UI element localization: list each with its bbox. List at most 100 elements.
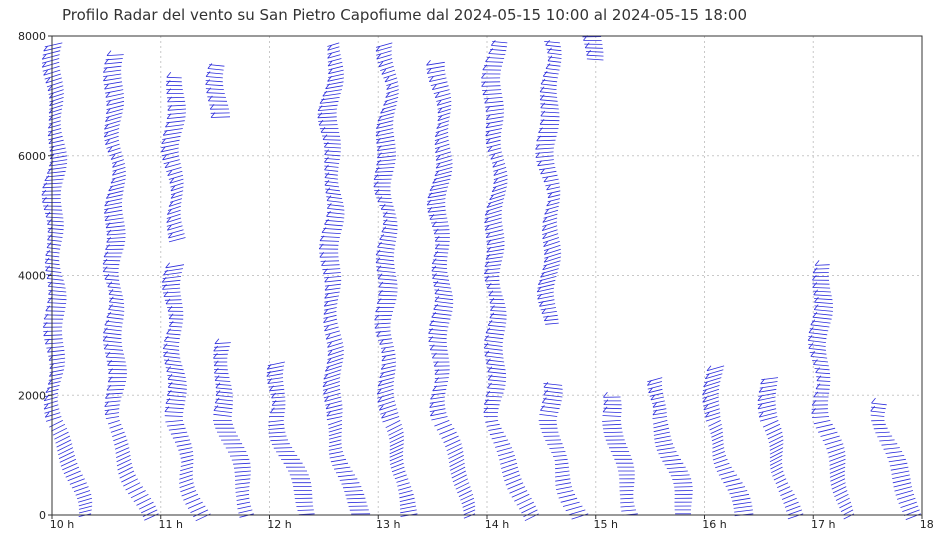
wind-barb (900, 501, 917, 508)
wind-barb (49, 104, 63, 110)
wind-barb (713, 458, 728, 465)
wind-barb (324, 279, 342, 283)
wind-barb (379, 239, 396, 242)
wind-barb (106, 282, 120, 285)
wind-barb (324, 303, 338, 307)
wind-barb (42, 54, 60, 60)
wind-barb (187, 501, 203, 509)
wind-barb (376, 270, 396, 273)
wind-barb (106, 392, 123, 395)
wind-barb (104, 324, 123, 328)
wind-barb (555, 482, 572, 486)
wind-barb (374, 318, 392, 321)
wind-barb (106, 143, 120, 149)
wind-barb (165, 407, 184, 410)
wind-barb (334, 466, 351, 470)
wind-barb (485, 336, 504, 340)
wind-barb (328, 427, 343, 433)
wind-barb (543, 244, 561, 251)
wind-barb-feather (327, 350, 333, 356)
wind-barb (327, 50, 341, 55)
wind-barb (104, 61, 123, 65)
wind-barb-feather (41, 62, 47, 68)
wind-barb-feather (487, 146, 493, 152)
grid-lines (52, 36, 922, 515)
wind-barb (327, 353, 344, 360)
wind-barb (535, 147, 554, 150)
wind-barb (766, 427, 782, 436)
wind-barb (325, 219, 344, 223)
wind-barb-feather (166, 225, 172, 231)
wind-barb (215, 395, 233, 398)
wind-barb (702, 385, 720, 392)
wind-barb-feather (490, 40, 496, 46)
y-tick-label: 2000 (18, 389, 46, 402)
wind-barb-feather (43, 403, 49, 410)
wind-barb (545, 439, 562, 441)
wind-barb (399, 493, 414, 499)
wind-barb (488, 379, 506, 382)
wind-barb-feather (542, 217, 548, 223)
wind-barb (104, 120, 121, 126)
wind-barb (48, 124, 61, 129)
wind-barb (345, 493, 365, 496)
wind-barb (602, 423, 622, 426)
wind-barb-feather (813, 304, 819, 310)
wind-barb (547, 443, 563, 445)
wind-barb (495, 443, 511, 448)
wind-barb (165, 420, 184, 423)
wind-barb (769, 451, 783, 459)
wind-barb (516, 497, 532, 506)
wind-barb (732, 497, 751, 502)
wind-barb-feather (704, 373, 710, 380)
wind-barb (324, 396, 342, 402)
wind-barb (485, 61, 504, 63)
wind-barb (890, 466, 909, 471)
wind-barb (377, 385, 394, 391)
wind-barb (163, 348, 180, 351)
wind-barb (162, 279, 181, 283)
wind-barb-feather (810, 351, 816, 357)
wind-barb (325, 400, 342, 406)
wind-barb (540, 103, 559, 106)
wind-barb (327, 346, 344, 352)
wind-barb (653, 408, 667, 412)
wind-barb (267, 365, 285, 370)
wind-barb (381, 412, 399, 419)
wind-barb (436, 124, 449, 129)
wind-barb (266, 373, 284, 377)
wind-barb (104, 408, 120, 411)
wind-barb (431, 182, 450, 188)
wind-barb (507, 482, 524, 490)
wind-barb (648, 388, 663, 394)
wind-barb (113, 435, 127, 442)
wind-barb-feather (214, 397, 220, 404)
wind-barb (430, 320, 450, 324)
wind-barb (449, 458, 465, 467)
wind-barb-feather (323, 373, 329, 380)
wind-barb (887, 455, 905, 458)
wind-barb (436, 159, 453, 165)
wind-barb (386, 85, 399, 90)
wind-barb (58, 447, 74, 456)
wind-barb-feather (379, 372, 385, 378)
x-axis: 10 h 11 h 12 h 13 h 14 h 15 h 16 h 17 h 18 h (50, 515, 936, 531)
wind-barb (437, 116, 450, 122)
wind-barb (809, 328, 829, 332)
wind-barb-feather (106, 236, 112, 243)
wind-barb-feather (434, 235, 440, 242)
wind-barb-feather (485, 122, 491, 129)
wind-barb (118, 466, 133, 475)
wind-barb (488, 53, 506, 55)
wind-barb-feather (168, 313, 174, 319)
wind-barb (46, 306, 66, 308)
wind-barb (503, 470, 520, 478)
wind-barb (816, 376, 831, 378)
wind-barb (319, 100, 339, 104)
wind-barb (546, 186, 561, 191)
wind-barb (380, 65, 394, 71)
wind-barb (163, 159, 180, 165)
wind-barb (172, 435, 189, 439)
wind-barb (883, 447, 900, 450)
wind-barb-feather (540, 78, 546, 85)
